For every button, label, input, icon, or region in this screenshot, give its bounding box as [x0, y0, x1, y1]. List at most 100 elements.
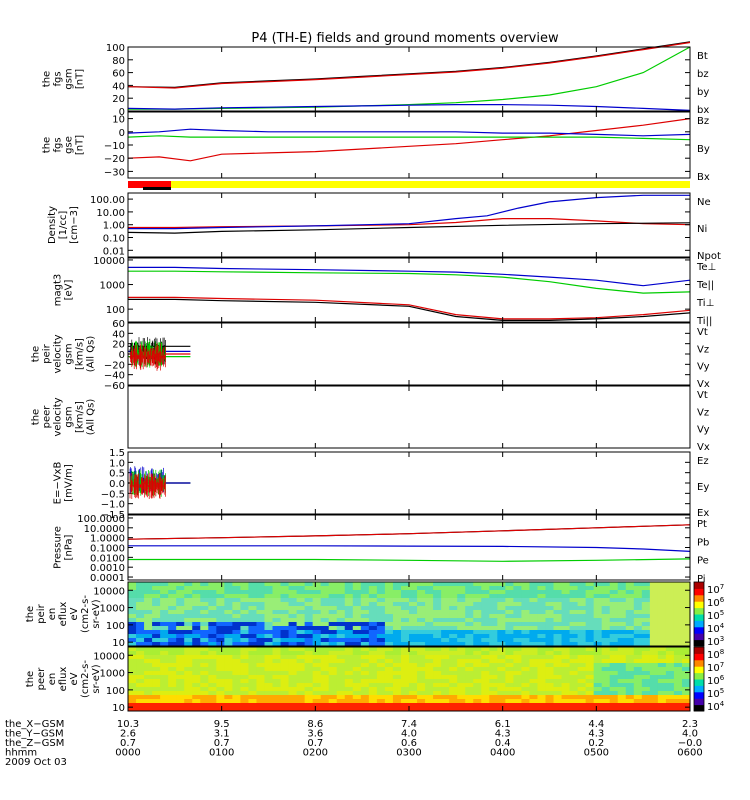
series-pi-line [128, 545, 691, 552]
y-tick-label: 20 [112, 94, 125, 105]
series-npot-line [128, 194, 690, 230]
series-te-line [128, 298, 691, 321]
y-axis-label: en [47, 673, 58, 686]
y-tick-label: 1.0000 [90, 534, 125, 545]
legend-bt: Bt [697, 51, 708, 62]
panel-peer_velocity: the peer velocity gsm [km/s] (All Qs) Vt Vz Vy Vx [31, 385, 710, 453]
quality-flag-good [128, 181, 690, 188]
legend-ne: Ne [697, 197, 711, 208]
panel-pressure: 100.000010.00001.00000.10000.01000.00100… [53, 514, 710, 585]
y-axis-label: peer [42, 405, 53, 429]
y-axis-label: the [25, 671, 36, 687]
y-axis-label: the [42, 137, 53, 153]
y-axis-label: (cm2-s- [80, 595, 91, 633]
series-by-line [127, 135, 691, 141]
legend-ti: Ti|| [696, 316, 712, 327]
y-axis-label: velocity [53, 334, 64, 373]
y-axis-label: magt3 [53, 274, 64, 307]
y-tick-label: 60 [112, 69, 125, 80]
y-axis-label: sr-eV) [91, 599, 102, 628]
y-tick-label: −10 [104, 141, 125, 152]
x-axis-value: 0.6 [401, 738, 417, 749]
legend-vy: Vy [697, 362, 710, 373]
y-axis-label: sr-eV) [91, 664, 102, 693]
y-tick-label: −1.5 [101, 510, 125, 521]
x-axis-value: 4.4 [588, 719, 604, 730]
colorbar-tick: 107 [707, 583, 724, 596]
x-axis-value: 4.3 [588, 729, 604, 740]
x-axis-value: 0.4 [495, 738, 511, 749]
legend-ni: Ni [697, 224, 707, 235]
series-by-line [128, 46, 691, 110]
y-tick-label: 1.5 [109, 448, 125, 459]
y-tick-label: 10000 [93, 256, 125, 267]
y-tick-label: −20 [104, 360, 125, 371]
y-tick-label: 10.00 [96, 208, 125, 219]
series-pe-line [128, 558, 691, 562]
colorbar-tick: 108 [707, 648, 724, 661]
colorbar-tick: 104 [707, 700, 725, 713]
series-ti-line [128, 266, 691, 287]
legend-bx: bx [697, 105, 709, 116]
panel-frame [127, 385, 691, 449]
noise-burst [129, 466, 166, 499]
y-tick-label: 80 [112, 56, 125, 67]
x-axis-value: 0000 [115, 748, 140, 759]
legend-ex: Ex [697, 508, 709, 519]
y-axis-label: [km/s] [75, 401, 86, 433]
colorbar-tick: 106 [707, 596, 725, 609]
x-axis-value: 0200 [303, 748, 328, 759]
x-axis-value: 2.6 [120, 729, 136, 740]
quality-flag-mark [143, 187, 171, 190]
legend-by: By [697, 144, 710, 155]
legend-by: by [697, 87, 709, 98]
heatmap-peer_eflux [128, 647, 690, 711]
y-tick-label: 0.0100 [90, 553, 125, 564]
panel-frame [127, 257, 691, 323]
y-tick-label: 1.0 [109, 458, 125, 469]
legend-vz: Vz [697, 407, 709, 418]
y-tick-label: 10 [112, 703, 125, 714]
x-axis-value: 3.1 [214, 729, 230, 740]
legend-pt: Pt [697, 519, 707, 530]
y-axis-label: Density [47, 206, 58, 244]
legend-vy: Vy [697, 425, 710, 436]
y-axis-label: peer [36, 667, 47, 691]
x-axis-value: 4.3 [495, 729, 511, 740]
legend-pe: Pe [697, 556, 709, 567]
y-axis-label: (cm2-s- [80, 660, 91, 698]
y-tick-label: 0.5 [109, 469, 125, 480]
y-axis-label: gsm [64, 68, 75, 89]
y-tick-label: 10 [112, 115, 125, 126]
x-axis-row-label: the_Y−GSM [5, 729, 64, 740]
panel-frame [127, 451, 691, 515]
y-axis-label: en [47, 608, 58, 621]
legend-te: Te|| [696, 280, 714, 291]
legend-ey: Ey [697, 482, 709, 493]
colorbar-tick: 105 [707, 609, 724, 622]
x-axis-value: 0.2 [588, 738, 604, 749]
y-tick-label: −30 [104, 167, 125, 178]
y-axis-label: gsm [64, 343, 75, 364]
x-axis-value: 0.7 [307, 738, 323, 749]
y-tick-label: 10000 [93, 651, 125, 662]
series-ni-line [127, 222, 691, 234]
y-axis-label: Pressure [53, 526, 64, 569]
x-axis-value: 4.0 [682, 729, 698, 740]
y-tick-label: 100 [106, 43, 125, 54]
x-axis-value: 3.6 [307, 729, 323, 740]
y-axis-label: velocity [53, 397, 64, 436]
y-axis-label: fgs [53, 71, 64, 86]
date-label: 2009 Oct 03 [5, 757, 67, 768]
x-axis-value: 0.7 [214, 738, 230, 749]
y-tick-label: −60 [104, 381, 125, 392]
noise-burst [129, 337, 166, 371]
quality-flag-bar [128, 181, 690, 190]
y-axis-label: eflux [58, 602, 69, 627]
x-axis-value: 0300 [396, 748, 421, 759]
x-axis-value: 8.6 [307, 719, 323, 730]
